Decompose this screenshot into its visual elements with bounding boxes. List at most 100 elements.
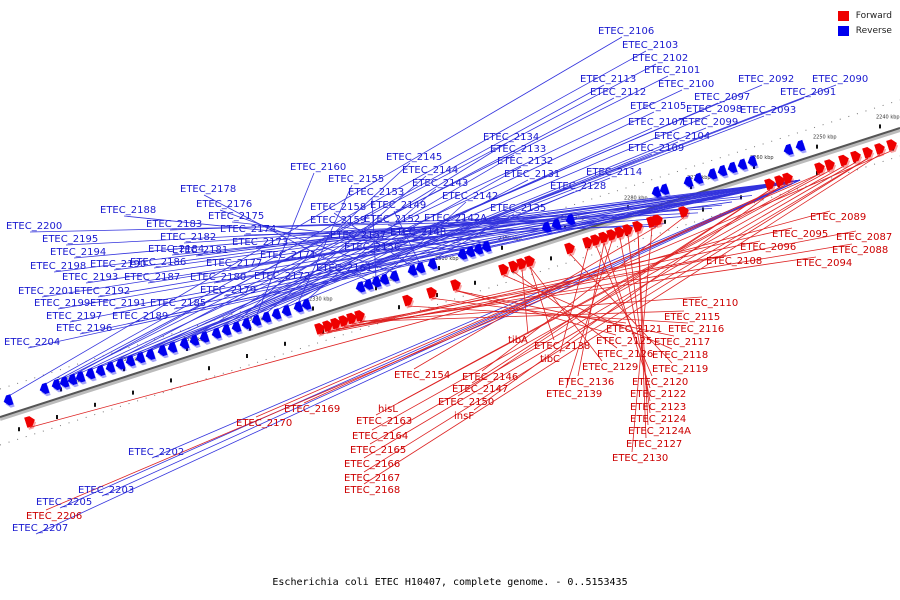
reverse-gene-label: ETEC_2133	[490, 144, 546, 155]
gene-arrows	[3, 139, 899, 430]
forward-gene-label: ETEC_2163	[356, 416, 412, 427]
reverse-gene-label: ETEC_2144	[402, 165, 458, 176]
reverse-gene	[67, 373, 78, 385]
forward-gene	[564, 242, 575, 255]
tick-label: 2250 kbp	[813, 135, 837, 141]
reverse-gene-label: ETEC_2152	[364, 214, 420, 225]
backbone-track	[0, 99, 900, 446]
reverse-gene	[211, 327, 222, 339]
gene-shadow	[685, 178, 695, 190]
reverse-gene	[51, 378, 62, 391]
gene-shadow	[117, 361, 127, 372]
leader-line	[565, 240, 613, 389]
forward-gene-label: ETEC_2123	[630, 402, 686, 413]
forward-gene-label: ETEC_2087	[836, 232, 892, 243]
gene-shadow	[467, 248, 477, 260]
reverse-gene	[473, 243, 484, 255]
forward-gene-label: hisL	[378, 404, 398, 415]
leader-line	[363, 157, 869, 473]
leader-line	[397, 173, 821, 404]
gene-shadow	[451, 282, 463, 294]
leader-line	[327, 240, 761, 333]
forward-gene-label: ETEC_2150	[438, 397, 494, 408]
reverse-gene-label: ETEC_2187	[124, 272, 180, 283]
gene-shadow	[583, 239, 595, 251]
forward-gene	[838, 154, 849, 167]
forward-gene-label: ETEC_2167	[344, 473, 400, 484]
reverse-gene-label: ETEC_2195	[42, 234, 98, 245]
forward-gene	[598, 231, 609, 244]
forward-gene	[346, 312, 357, 325]
minor-tick	[208, 366, 210, 371]
leader-line	[369, 161, 857, 445]
reverse-gene-label: ETEC_2207	[12, 523, 68, 534]
forward-gene-label: ETEC_2130	[612, 453, 668, 464]
minor-tick	[740, 195, 742, 200]
leader-line	[151, 179, 801, 459]
minor-tick	[436, 292, 438, 297]
gene-shadow	[615, 229, 627, 241]
forward-gene	[590, 234, 601, 246]
leader-line	[71, 84, 605, 377]
reverse-gene-label: ETEC_2106	[598, 26, 654, 37]
gene-shadow	[213, 330, 223, 341]
tick-mark	[501, 245, 503, 250]
reverse-gene-label: ETEC_2178	[180, 184, 236, 195]
reverse-gene-label: ETEC_2092	[738, 74, 794, 85]
leader-line	[375, 170, 831, 416]
reverse-gene	[85, 367, 96, 380]
leader-line	[343, 256, 817, 327]
tick-mark	[879, 124, 881, 129]
forward-gene-label: ETEC_2166	[344, 459, 400, 470]
forward-gene	[330, 317, 341, 330]
leader-line	[203, 141, 679, 334]
reverse-gene-label: ETEC_2105	[630, 101, 686, 112]
forward-gene-label: ETEC_2088	[832, 245, 888, 256]
reverse-gene	[551, 218, 562, 230]
reverse-gene-label: ETEC_2203	[78, 485, 134, 496]
reverse-gene	[371, 276, 382, 288]
leader-line	[305, 188, 437, 302]
reverse-gene-label: ETEC_2198	[30, 261, 86, 272]
leader-line	[69, 179, 801, 323]
forward-gene-label: ETEC_2122	[630, 389, 686, 400]
reverse-gene-label: ETEC_2158	[310, 202, 366, 213]
leader-line	[353, 223, 665, 242]
reverse-gene	[427, 258, 438, 270]
gene-shadow	[253, 317, 263, 329]
forward-gene	[874, 143, 885, 155]
gene-shadow	[181, 340, 191, 352]
gene-shadow	[749, 158, 759, 169]
forward-gene-label: ETEC_2119	[652, 364, 708, 375]
reverse-gene-label: ETEC_2200	[6, 221, 62, 232]
forward-gene-label: ETEC_2146	[462, 372, 518, 383]
forward-gene-label: ETEC_2094	[796, 258, 852, 269]
leader-line	[569, 253, 673, 364]
forward-gene	[524, 255, 535, 268]
reverse-gene	[379, 273, 390, 285]
reverse-gene-label: ETEC_2188	[100, 205, 156, 216]
reverse-gene	[59, 376, 70, 388]
forward-gene	[622, 224, 633, 236]
legend-forward-label: Forward	[855, 10, 892, 21]
gene-shadow	[417, 264, 427, 276]
leader-line	[275, 179, 529, 311]
forward-gene-label: ETEC_2165	[350, 445, 406, 456]
reverse-gene-label: ETEC_2160	[290, 162, 346, 173]
leader-line	[29, 220, 557, 233]
reverse-gene-label: ETEC_2196	[56, 323, 112, 334]
reverse-gene	[39, 382, 50, 394]
genome-caption: Escherichia coli ETEC H10407, complete g…	[272, 577, 628, 588]
backbone-line	[0, 127, 900, 418]
reverse-gene-label: ETEC_2186	[130, 257, 186, 268]
forward-gene	[582, 236, 593, 249]
reverse-gene	[95, 364, 106, 376]
forward-gene-label: ETEC_2127	[626, 439, 682, 450]
reverse-gene	[795, 139, 806, 152]
reverse-gene-label: ETEC_2128	[550, 181, 606, 192]
reverse-gene	[457, 248, 468, 260]
gene-shadow	[5, 397, 15, 408]
leader-line	[113, 179, 801, 271]
reverse-gene-label: ETEC_2155	[328, 174, 384, 185]
